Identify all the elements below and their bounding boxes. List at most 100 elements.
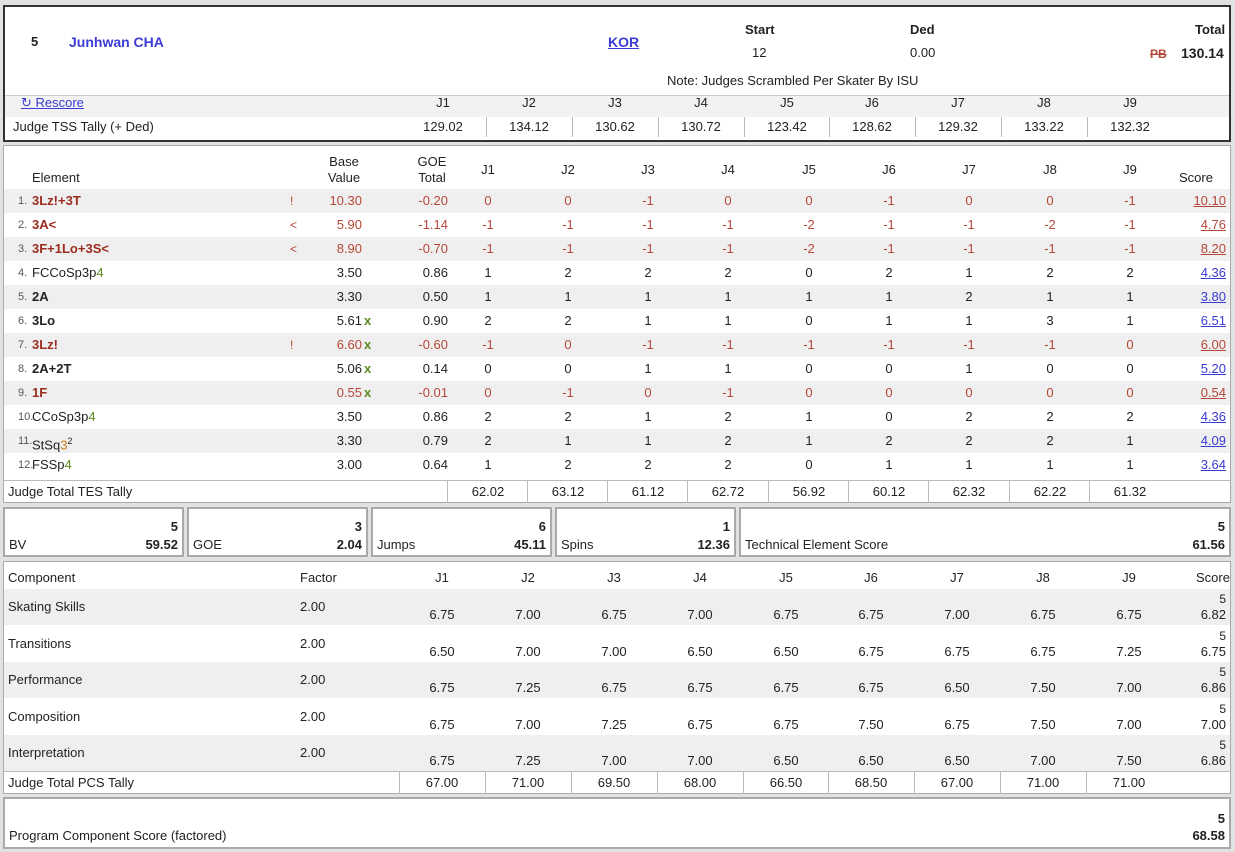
judge-goe: -1 xyxy=(963,241,975,256)
judge-goe: -1 xyxy=(482,337,494,352)
element-sup: 2 xyxy=(67,436,73,446)
judge-goe: -1 xyxy=(1124,217,1136,232)
skater-name[interactable]: Junhwan CHA xyxy=(69,34,164,50)
component-judge-mark: 7.25 xyxy=(515,753,541,768)
element-row: 2. 3A< <5.90 -1.14 -1 -1 -1 -1 -2 -1 -1 -2 -1 4.76 xyxy=(4,213,1230,237)
judge-goe: 1 xyxy=(484,289,492,304)
element-score-link[interactable]: 3.64 xyxy=(1200,457,1226,472)
component-judge-header-1: J1 xyxy=(435,570,449,585)
element-score-link[interactable]: 8.20 xyxy=(1200,241,1226,256)
component-factor: 2.00 xyxy=(300,708,326,724)
component-judge-mark: 6.75 xyxy=(687,680,713,695)
pcs-separator xyxy=(1000,772,1001,794)
goe-total: -0.60 xyxy=(418,337,448,352)
component-judge-mark: 7.25 xyxy=(1116,643,1142,659)
tes-separator xyxy=(848,481,849,503)
element-score-link[interactable]: 6.51 xyxy=(1200,313,1226,328)
element-row: 3. 3F+1Lo+3S< <8.90 -0.70 -1 -1 -1 -1 -2 -1 -1 -1 -1… xyxy=(4,237,1230,261)
element-number: 7. xyxy=(18,339,28,351)
element-score-link[interactable]: 0.54 xyxy=(1200,385,1226,400)
component-score: 6.86 xyxy=(1200,680,1226,695)
component-judge-mark: 7.00 xyxy=(515,607,541,622)
judge-goe: 2 xyxy=(724,409,732,424)
element-flag: < xyxy=(290,218,298,232)
element-name: FCCoSp3p4 xyxy=(32,261,104,285)
goe-total: -1.14 xyxy=(418,217,448,232)
tes-label: Judge Total TES Tally xyxy=(8,484,133,499)
spins-rank: 1 xyxy=(722,519,730,534)
pcs-label: Judge Total PCS Tally xyxy=(8,775,134,790)
judge-header-6: J6 xyxy=(865,95,879,110)
element-score-link[interactable]: 10.10 xyxy=(1193,193,1226,208)
element-judge-header-1: J1 xyxy=(481,162,495,177)
component-judge-mark: 7.50 xyxy=(1030,716,1056,732)
tes-separator xyxy=(687,481,688,503)
tss-separator xyxy=(829,117,830,137)
rescore-link[interactable]: ↻ Rescore xyxy=(21,95,84,110)
pcs-cell: 71.00 xyxy=(1112,775,1146,790)
element-score-link[interactable]: 4.76 xyxy=(1200,217,1226,232)
tes-cell: 60.12 xyxy=(872,484,906,499)
nation-link[interactable]: KOR xyxy=(608,34,640,50)
element-score-link[interactable]: 4.36 xyxy=(1200,409,1226,424)
component-judge-mark: 7.50 xyxy=(858,716,884,732)
element-code: 2A xyxy=(32,289,49,304)
component-judge-mark: 6.75 xyxy=(601,680,627,695)
judge-goe: 0 xyxy=(484,193,492,208)
component-rank: 5 xyxy=(1219,628,1226,643)
element-score-link[interactable]: 3.80 xyxy=(1200,289,1226,304)
judge-goe: -1 xyxy=(482,241,494,256)
element-score-link[interactable]: 4.36 xyxy=(1200,265,1226,280)
judge-header-2: J2 xyxy=(522,95,536,110)
component-judge-mark: 6.75 xyxy=(944,643,970,659)
tes-separator xyxy=(527,481,528,503)
score-header: Score xyxy=(1179,170,1213,185)
judge-goe: -1 xyxy=(722,241,734,256)
element-row: 11. StSq32 3.30 0.79 2 1 1 2 1 2 2 2 1 4.09 xyxy=(4,429,1230,453)
judge-goe: 0 xyxy=(965,193,973,208)
base-value-header-2: Value xyxy=(327,170,361,185)
pcs-cell: 69.50 xyxy=(597,775,631,790)
judge-header-4: J4 xyxy=(694,95,708,110)
element-score-link[interactable]: 5.20 xyxy=(1200,361,1226,376)
tes-cell: 61.12 xyxy=(631,484,665,499)
element-score-link[interactable]: 6.00 xyxy=(1200,337,1226,352)
tes-box-label: Technical Element Score xyxy=(745,537,889,552)
tss-cell: 134.12 xyxy=(509,119,549,134)
tes-value: 61.56 xyxy=(1192,537,1225,552)
goe-total: 0.86 xyxy=(422,265,448,280)
tes-separator xyxy=(607,481,608,503)
judge-goe: 2 xyxy=(644,265,652,280)
component-judge-mark: 7.00 xyxy=(601,643,627,659)
component-name: Composition xyxy=(8,708,81,724)
base-value: 10.30 xyxy=(329,193,362,208)
tes-separator xyxy=(768,481,769,503)
tss-cell: 128.62 xyxy=(852,119,892,134)
component-row: Composition 2.00 6.75 7.00 7.25 6.75 6.75 7.50 6… xyxy=(4,699,1230,735)
tss-cell: 132.32 xyxy=(1110,119,1150,134)
judge-goe: -1 xyxy=(963,337,975,352)
pcs-divider xyxy=(4,771,1230,772)
judge-goe: -1 xyxy=(803,337,815,352)
element-code: 2A+2T xyxy=(32,361,72,376)
bv-box: 5 BV 59.52 xyxy=(3,507,184,557)
component-judge-mark: 6.75 xyxy=(858,643,884,659)
goe-total: -0.01 xyxy=(418,385,448,400)
component-judge-header-8: J8 xyxy=(1036,570,1050,585)
element-row: 9. 1F 0.55 x -0.01 0 -1 0 -1 0 0 0 0 0 0.54 xyxy=(4,381,1230,405)
judge-goe: 1 xyxy=(805,433,813,448)
judge-goe: -1 xyxy=(883,193,895,208)
component-score: 6.86 xyxy=(1200,753,1226,768)
component-judge-header-3: J3 xyxy=(607,570,621,585)
element-score-link[interactable]: 4.09 xyxy=(1200,433,1226,448)
judge-goe: 0 xyxy=(805,361,813,376)
element-code: FCCoSp3p xyxy=(32,265,97,280)
component-judge-mark: 7.00 xyxy=(944,607,970,622)
pcs-value: 68.58 xyxy=(1192,828,1225,843)
tes-cell: 63.12 xyxy=(551,484,585,499)
tss-label: Judge TSS Tally (+ Ded) xyxy=(13,119,154,134)
element-number: 2. xyxy=(18,219,28,231)
component-judge-mark: 7.25 xyxy=(601,716,627,732)
element-number: 9. xyxy=(18,387,28,399)
pcs-cell: 68.00 xyxy=(683,775,717,790)
